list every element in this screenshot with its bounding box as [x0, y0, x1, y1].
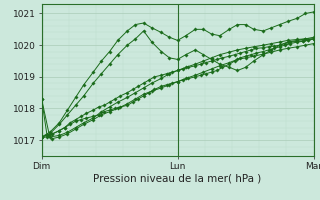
X-axis label: Pression niveau de la mer( hPa ): Pression niveau de la mer( hPa )	[93, 173, 262, 183]
